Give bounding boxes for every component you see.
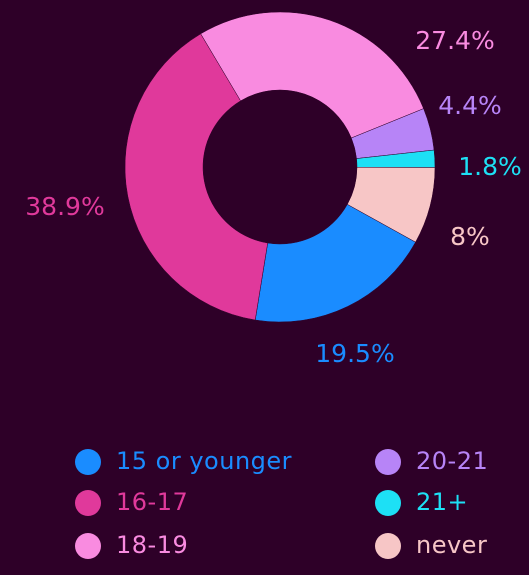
legend-swatch: [375, 533, 401, 559]
legend-swatch: [375, 449, 401, 475]
donut-slice: [200, 11, 424, 139]
donut-slice: [347, 167, 436, 243]
legend-label: 18-19: [116, 531, 188, 559]
legend-label: 15 or younger: [116, 447, 292, 475]
donut-slice: [254, 203, 416, 323]
legend-label: 21+: [416, 488, 468, 516]
data-label: 4.4%: [438, 91, 502, 120]
data-label: 8%: [450, 222, 490, 251]
legend-label: never: [416, 531, 487, 559]
legend-swatch: [75, 449, 101, 475]
data-label: 19.5%: [315, 339, 394, 368]
data-label: 1.8%: [458, 152, 522, 181]
legend-swatch: [75, 490, 101, 516]
legend-label: 16-17: [116, 488, 188, 516]
legend-swatch: [75, 533, 101, 559]
data-label: 38.9%: [25, 192, 104, 221]
legend-swatch: [375, 490, 401, 516]
donut-slice: [124, 33, 268, 321]
legend-label: 20-21: [416, 447, 488, 475]
data-label: 27.4%: [415, 26, 494, 55]
